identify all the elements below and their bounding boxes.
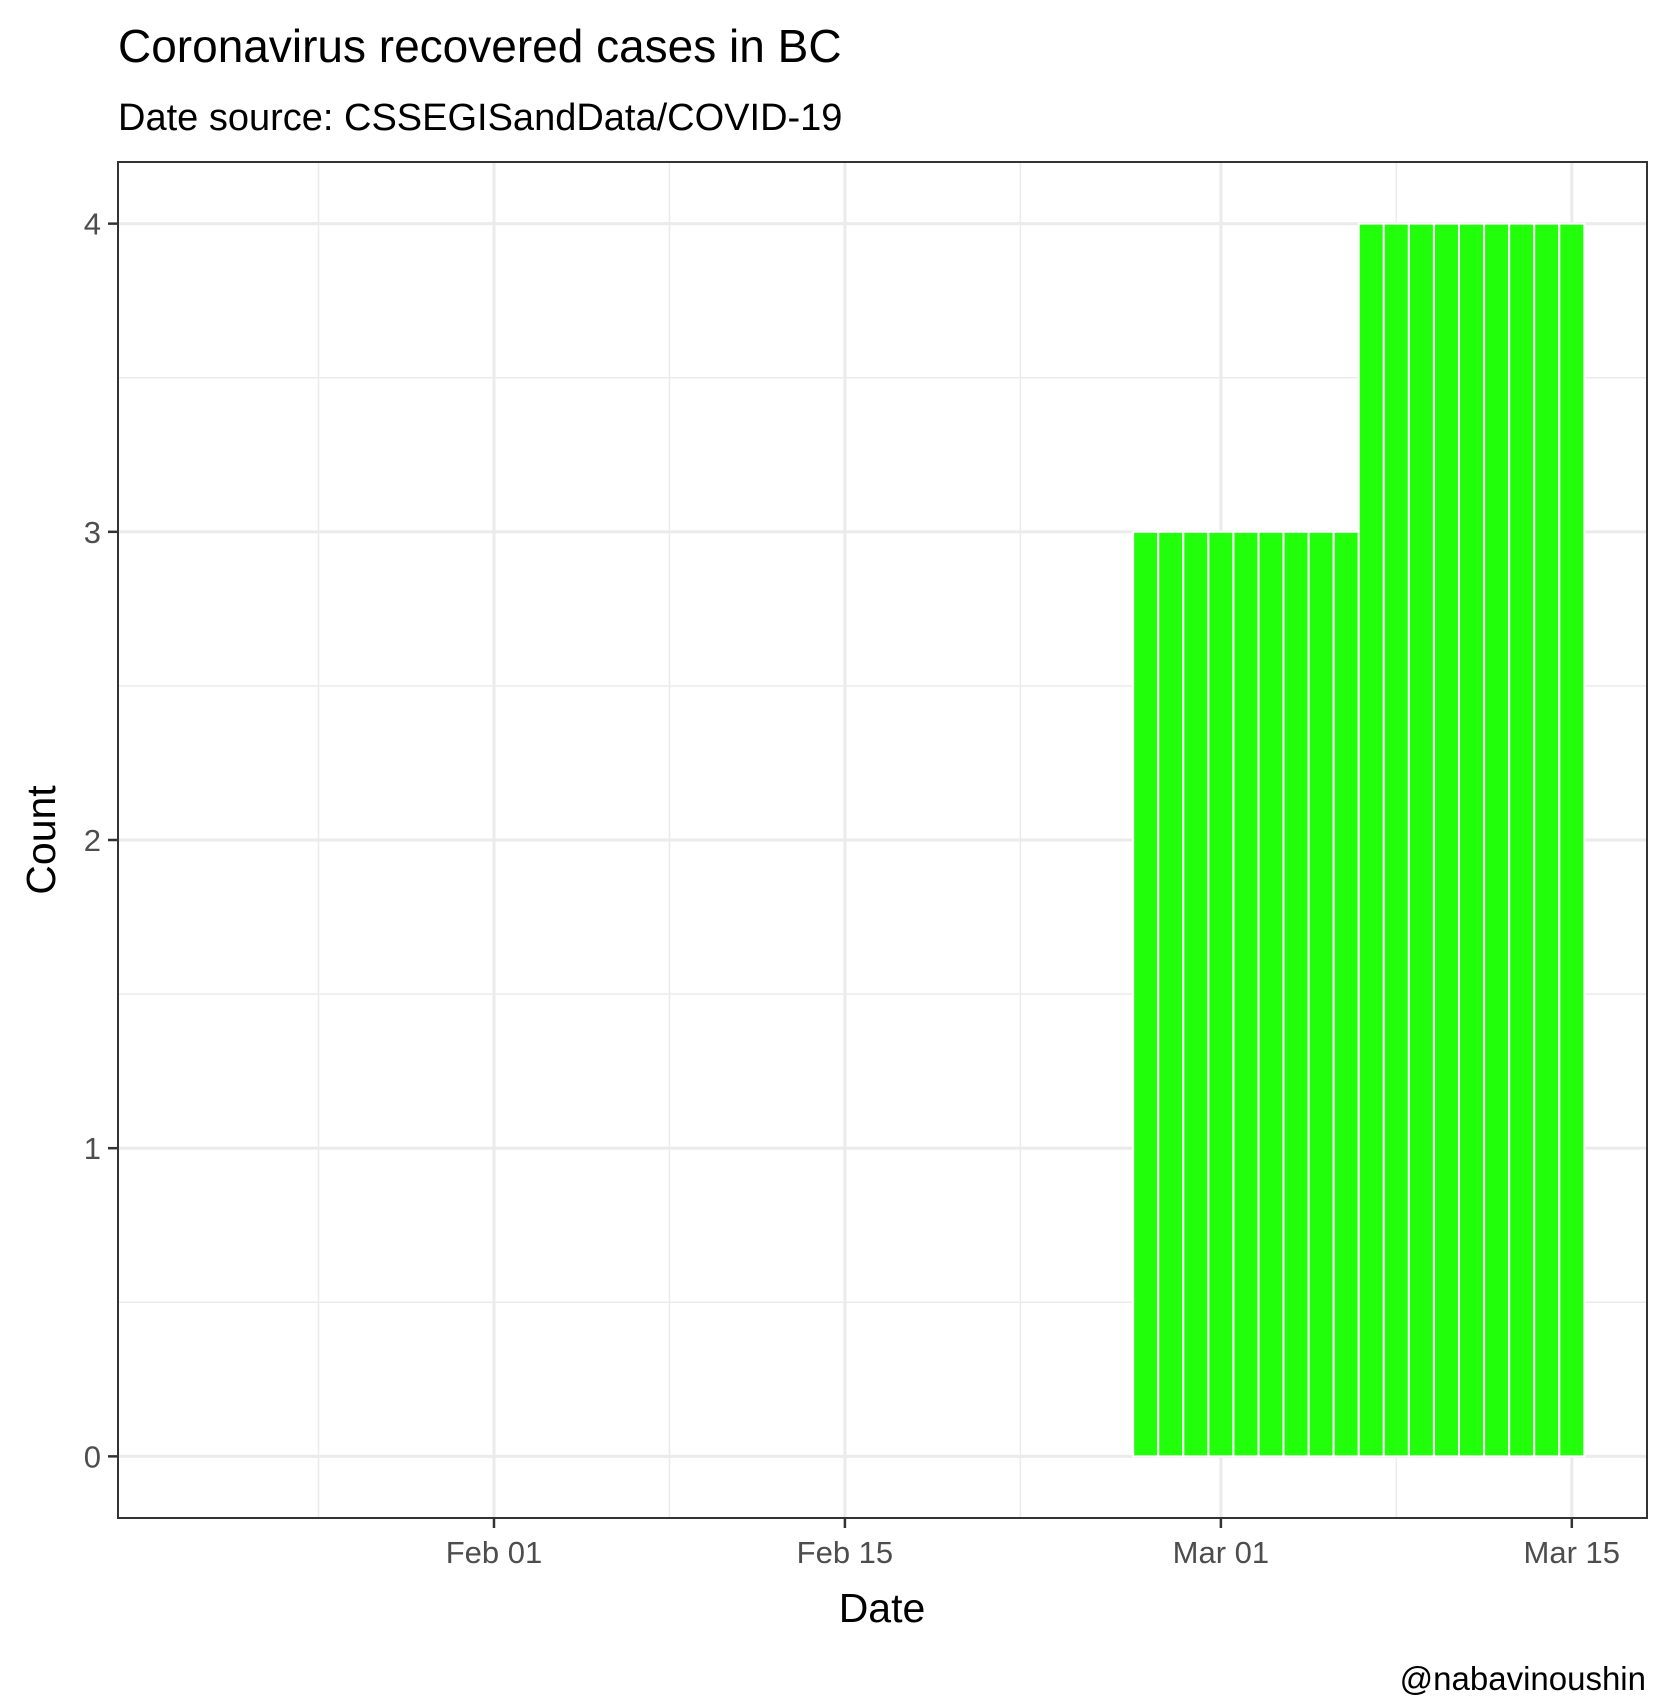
bar [1357, 222, 1385, 1458]
bar [1332, 530, 1360, 1458]
bar [1533, 222, 1561, 1458]
y-axis-label: Count [18, 785, 64, 895]
bar [1157, 530, 1185, 1458]
axis-ticks [108, 222, 1574, 1528]
x-axis-label: Date [839, 1585, 926, 1631]
bar [1432, 222, 1461, 1458]
y-tick-labels: 0 1 2 3 4 [84, 207, 101, 1475]
bars [1132, 222, 1586, 1458]
bar [1382, 222, 1410, 1458]
bar [1483, 222, 1511, 1458]
y-tick-label: 2 [84, 823, 101, 858]
bar [1508, 222, 1536, 1458]
bar [1282, 530, 1310, 1458]
bar [1407, 222, 1435, 1458]
bar [1558, 222, 1586, 1458]
x-tick-label: Feb 01 [446, 1535, 543, 1570]
bar [1458, 222, 1486, 1458]
caption: @nabavinoushin [1400, 1660, 1646, 1697]
bar [1232, 530, 1260, 1458]
x-tick-label: Mar 01 [1173, 1535, 1269, 1570]
y-tick-label: 0 [84, 1439, 101, 1474]
bar [1307, 530, 1335, 1458]
chart-title: Coronavirus recovered cases in BC [118, 20, 842, 72]
bar [1182, 530, 1210, 1458]
x-tick-labels: Feb 01 Feb 15 Mar 01 Mar 15 [446, 1535, 1620, 1570]
x-tick-label: Mar 15 [1524, 1535, 1620, 1570]
y-tick-label: 1 [84, 1131, 101, 1166]
y-tick-label: 4 [84, 207, 101, 242]
x-tick-label: Feb 15 [797, 1535, 894, 1570]
bar [1257, 530, 1285, 1458]
bar [1207, 530, 1235, 1458]
bar [1132, 530, 1160, 1458]
y-tick-label: 3 [84, 515, 101, 550]
chart-subtitle: Date source: CSSEGISandData/COVID-19 [118, 97, 842, 139]
